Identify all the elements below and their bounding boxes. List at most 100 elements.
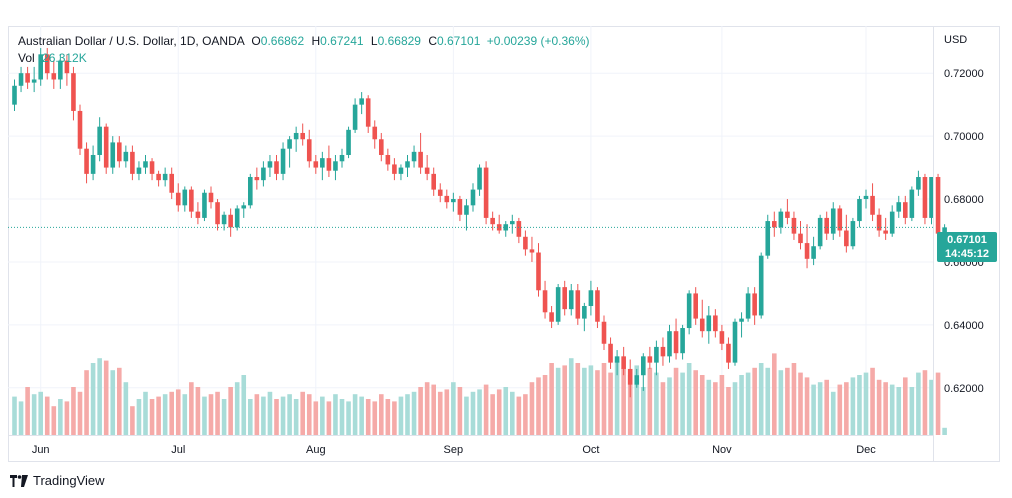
volume-bar — [156, 396, 161, 435]
x-tick-label: Aug — [306, 444, 326, 456]
volume-bar — [38, 391, 43, 435]
volume-bar — [18, 401, 24, 435]
x-tick-label: Jul — [171, 444, 185, 456]
candle-body — [424, 167, 430, 174]
candle-body — [385, 154, 391, 165]
volume-bar — [752, 367, 757, 435]
candle-body — [719, 331, 725, 344]
volume-bar — [267, 391, 273, 435]
volume-bar — [739, 375, 744, 435]
candle-body — [942, 227, 947, 234]
volume-bar — [333, 394, 338, 435]
candle-body — [392, 164, 397, 174]
volume-bar — [673, 367, 679, 435]
candle-body — [870, 195, 875, 215]
volume-bar — [130, 406, 135, 435]
candle-body — [562, 287, 567, 310]
candle-body — [202, 192, 207, 218]
candle-body — [510, 221, 515, 225]
volume-bar — [175, 389, 181, 435]
candle-body — [634, 375, 640, 385]
candle-body — [686, 293, 692, 329]
candle-body — [916, 177, 921, 190]
candle-body — [667, 331, 672, 357]
volume-bar — [929, 379, 934, 435]
volume-bar — [634, 365, 640, 435]
candle-body — [306, 139, 312, 162]
candlesticks — [12, 48, 947, 398]
candle-body — [444, 195, 450, 203]
candle-body — [503, 224, 509, 231]
open-label: O — [251, 34, 261, 48]
candle-body — [772, 221, 777, 228]
volume-bar — [772, 353, 777, 435]
candle-body — [876, 214, 882, 231]
volume-bar — [90, 363, 96, 435]
axis-currency-label[interactable]: USD — [944, 34, 968, 46]
candle-body — [850, 221, 856, 247]
x-tick-label: Sep — [444, 444, 464, 456]
candle-body — [418, 151, 423, 168]
volume-bar — [876, 379, 882, 435]
x-tick-label: Oct — [582, 444, 599, 456]
volume-bar — [483, 384, 489, 435]
candle-body — [136, 167, 142, 174]
volume-bar — [221, 399, 227, 435]
volume-bar — [234, 382, 240, 435]
volume-bar — [647, 367, 653, 435]
volume-bar — [510, 391, 515, 435]
candle-body — [208, 192, 214, 203]
candle-body — [352, 104, 358, 130]
volume-bar — [25, 387, 30, 435]
candle-body — [254, 177, 260, 181]
candle-body — [595, 290, 600, 322]
volume-bar — [627, 375, 633, 435]
candle-body — [745, 293, 751, 319]
volume-bar — [418, 387, 423, 435]
candle-body — [156, 173, 161, 181]
candle-body — [398, 167, 404, 174]
candle-body — [333, 161, 338, 171]
volume-bar — [667, 377, 672, 435]
candle-body — [123, 151, 129, 162]
volume-bar — [143, 391, 148, 435]
volume-bar — [215, 391, 220, 435]
candle-body — [549, 312, 554, 322]
volume-bar — [31, 394, 37, 435]
tradingview-branding[interactable]: TradingView — [10, 473, 105, 488]
symbol-title: Australian Dollar / U.S. Dollar, 1D, OAN… — [18, 34, 245, 48]
volume-bar — [287, 394, 292, 435]
volume-bar — [883, 382, 888, 435]
candle-body — [706, 315, 712, 332]
candle-body — [103, 126, 109, 168]
volume-bar — [916, 372, 921, 435]
candle-body — [909, 189, 915, 218]
candle-body — [765, 221, 771, 256]
volume-bar — [693, 370, 698, 435]
candle-body — [437, 189, 443, 196]
volume-bar — [359, 396, 364, 435]
volume-bars — [12, 353, 947, 435]
volume-bar — [117, 367, 122, 435]
candle-body — [647, 356, 653, 363]
candle-body — [699, 318, 705, 332]
candle-body — [935, 177, 941, 234]
volume-bar — [909, 387, 915, 435]
volume-bar — [182, 394, 188, 435]
volume-bar — [110, 370, 116, 435]
candle-body — [798, 233, 803, 244]
volume-bar — [97, 358, 102, 435]
last-price-tag: 0.67101 14:45:12 — [937, 232, 997, 262]
candle-body — [293, 132, 299, 140]
volume-bar — [248, 399, 253, 435]
volume-bar — [195, 387, 201, 435]
volume-bar — [496, 389, 502, 435]
candle-body — [90, 154, 96, 174]
candle-body — [627, 368, 633, 385]
candle-body — [575, 290, 581, 319]
candle-body — [51, 73, 57, 80]
volume-bar — [228, 387, 233, 435]
volume-bar — [405, 394, 410, 435]
volume-bar — [424, 382, 430, 435]
